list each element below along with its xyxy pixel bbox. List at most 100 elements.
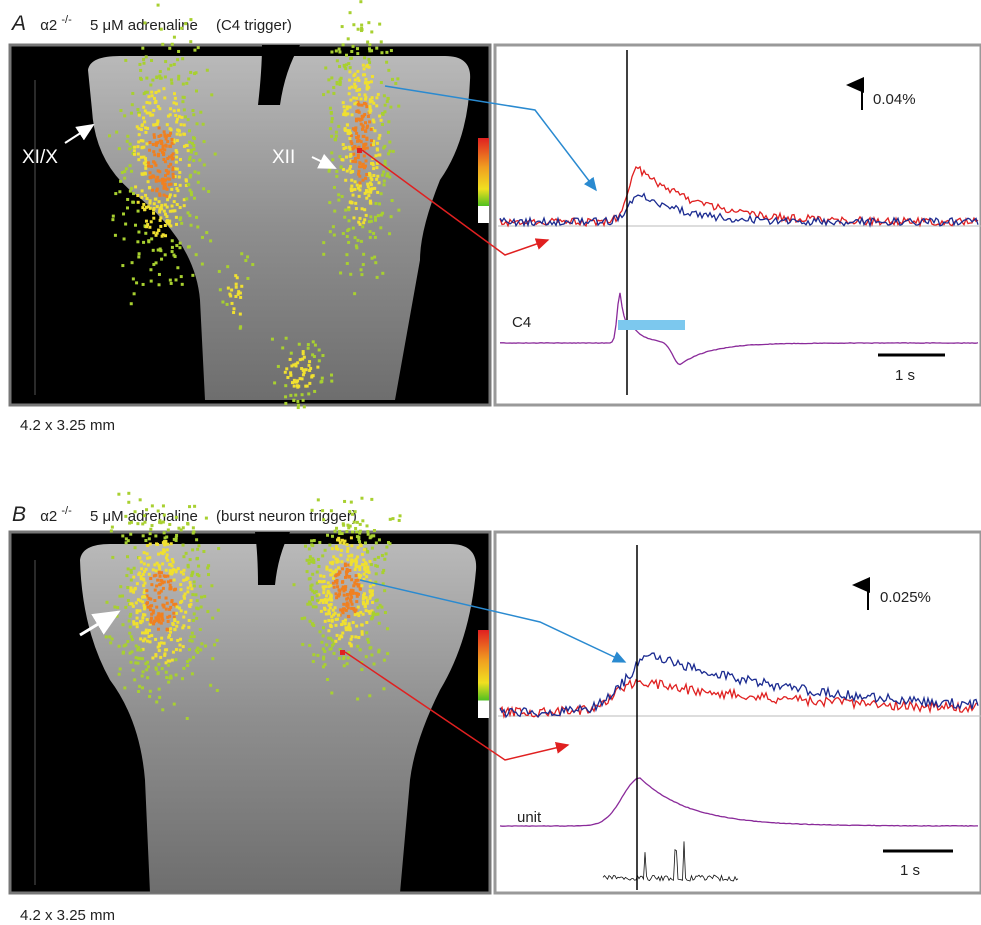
spot (362, 577, 366, 581)
spot (360, 584, 364, 588)
spot (157, 134, 161, 138)
spot (357, 172, 361, 176)
spot (150, 634, 154, 638)
spot (124, 514, 128, 518)
spot (352, 216, 356, 220)
channel-label: unit (517, 809, 542, 826)
spot (125, 139, 129, 143)
spot (330, 373, 334, 377)
spot (322, 574, 326, 578)
spot (374, 154, 378, 158)
spot (284, 401, 288, 405)
spot (308, 360, 312, 364)
spot (161, 552, 165, 556)
genotype-superscript: -/- (61, 505, 72, 517)
channel-label: C4 (512, 314, 531, 331)
spot (179, 588, 183, 592)
spot (170, 600, 174, 604)
spot (107, 134, 111, 138)
spot (169, 128, 173, 132)
spot (347, 240, 351, 244)
spot (168, 569, 172, 573)
spot (133, 678, 137, 682)
spot (159, 76, 163, 80)
spot (140, 189, 144, 193)
spot (160, 571, 164, 575)
spot (330, 379, 334, 383)
spot (360, 552, 364, 556)
spot (361, 162, 365, 166)
spot (170, 245, 174, 249)
spot (158, 193, 162, 197)
spot (353, 78, 357, 82)
spot (366, 185, 370, 189)
spot (374, 580, 378, 584)
spot (386, 96, 390, 100)
spot (182, 144, 186, 148)
spot (148, 206, 152, 210)
spot (364, 77, 368, 81)
spot (368, 172, 372, 176)
trace (499, 192, 979, 228)
spot (132, 192, 136, 196)
spot (315, 570, 319, 574)
spot (144, 163, 148, 167)
spot (348, 628, 352, 632)
spot (167, 155, 171, 159)
spot (305, 570, 309, 574)
spot (348, 154, 352, 158)
spot (145, 508, 149, 512)
spot (119, 179, 123, 183)
spot (179, 528, 183, 532)
spot (356, 52, 360, 56)
spot (226, 265, 230, 269)
spot (156, 105, 160, 109)
spot (349, 536, 353, 540)
spot (317, 359, 321, 363)
spot (345, 592, 349, 596)
spot (155, 189, 159, 193)
spot (286, 376, 290, 380)
spot (209, 683, 213, 687)
spot (128, 189, 132, 193)
spot (338, 589, 342, 593)
spot (152, 202, 156, 206)
spot (172, 138, 176, 142)
spot (154, 261, 158, 265)
spot (157, 179, 161, 183)
spot (342, 664, 346, 668)
spot (383, 110, 387, 114)
spot (178, 241, 182, 245)
spot (147, 537, 151, 541)
spot (171, 209, 175, 213)
spot (354, 126, 358, 130)
spot (153, 197, 157, 201)
spot (152, 620, 156, 624)
spot (358, 118, 362, 122)
spot (345, 567, 349, 571)
spot (169, 638, 173, 642)
spot (381, 271, 385, 275)
spot (158, 574, 162, 578)
spot (359, 0, 363, 4)
spot (335, 558, 339, 562)
spot (140, 195, 144, 199)
spot (186, 522, 190, 526)
genotype: α2 (40, 508, 57, 525)
spot (341, 143, 345, 147)
amplitude-scale: 0.025% (880, 589, 931, 606)
spot (155, 75, 159, 79)
spot (366, 568, 370, 572)
spot (172, 602, 176, 606)
spot (142, 607, 146, 611)
spot (146, 126, 150, 130)
spot (394, 81, 398, 85)
spot (367, 80, 371, 84)
spot (170, 558, 174, 562)
spot (194, 215, 198, 219)
spot (338, 529, 342, 533)
spot (138, 599, 142, 603)
spot (352, 559, 356, 563)
spot (353, 510, 357, 514)
pointer-arrow (361, 149, 550, 256)
